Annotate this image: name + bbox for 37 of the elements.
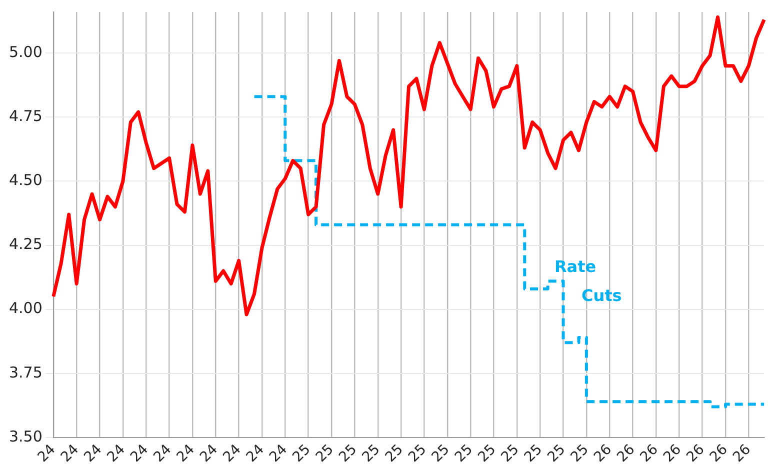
annotation: Rate Cuts bbox=[554, 257, 622, 306]
y-tick-label: 4.50 bbox=[8, 171, 42, 190]
x-tick-label: 25 bbox=[290, 442, 314, 466]
x-tick-label: 24 bbox=[197, 441, 222, 466]
x-tick-label: 24 bbox=[81, 441, 106, 466]
x-tick-label: 25 bbox=[359, 442, 384, 466]
x-tick-label: 26 bbox=[660, 441, 685, 466]
x-tick-label: 25 bbox=[382, 442, 406, 466]
x-tick-label: 25 bbox=[406, 442, 430, 466]
x-tick-label: 25 bbox=[452, 442, 476, 466]
x-tick-label: 24 bbox=[220, 441, 244, 466]
x-tick-label: 26 bbox=[684, 441, 708, 466]
y-tick-label: 3.75 bbox=[8, 363, 42, 382]
x-tick-label: 25 bbox=[312, 442, 337, 466]
x-tick-label: 26 bbox=[637, 441, 662, 466]
y-tick-label: 4.25 bbox=[8, 235, 42, 254]
x-tick-label: 25 bbox=[522, 442, 546, 466]
x-tick-label: 24 bbox=[174, 441, 198, 466]
x-tick-label: 25 bbox=[336, 442, 360, 466]
x-tick-label: 24 bbox=[128, 441, 152, 466]
x-tick-label: 25 bbox=[568, 442, 592, 466]
x-tick-label: 24 bbox=[266, 441, 291, 466]
x-tick-label: 25 bbox=[475, 442, 500, 466]
y-tick-label: 5.00 bbox=[8, 42, 42, 61]
y-tick-label: 4.00 bbox=[8, 299, 42, 318]
x-tick-label: 24 bbox=[58, 441, 82, 466]
x-tick-label: 25 bbox=[428, 442, 453, 466]
x-tick-label: 24 bbox=[243, 441, 268, 466]
y-tick-label: 4.75 bbox=[8, 106, 42, 125]
x-tick-label: 26 bbox=[706, 441, 731, 466]
x-tick-label: 26 bbox=[730, 441, 754, 466]
x-tick-label: 24 bbox=[150, 441, 175, 466]
x-tick-label: 26 bbox=[591, 441, 616, 466]
x-tick-label: 25 bbox=[544, 442, 569, 466]
x-tick-label: 25 bbox=[498, 442, 522, 466]
x-tick-label: 24 bbox=[104, 441, 128, 466]
x-tick-label: 26 bbox=[614, 441, 638, 466]
